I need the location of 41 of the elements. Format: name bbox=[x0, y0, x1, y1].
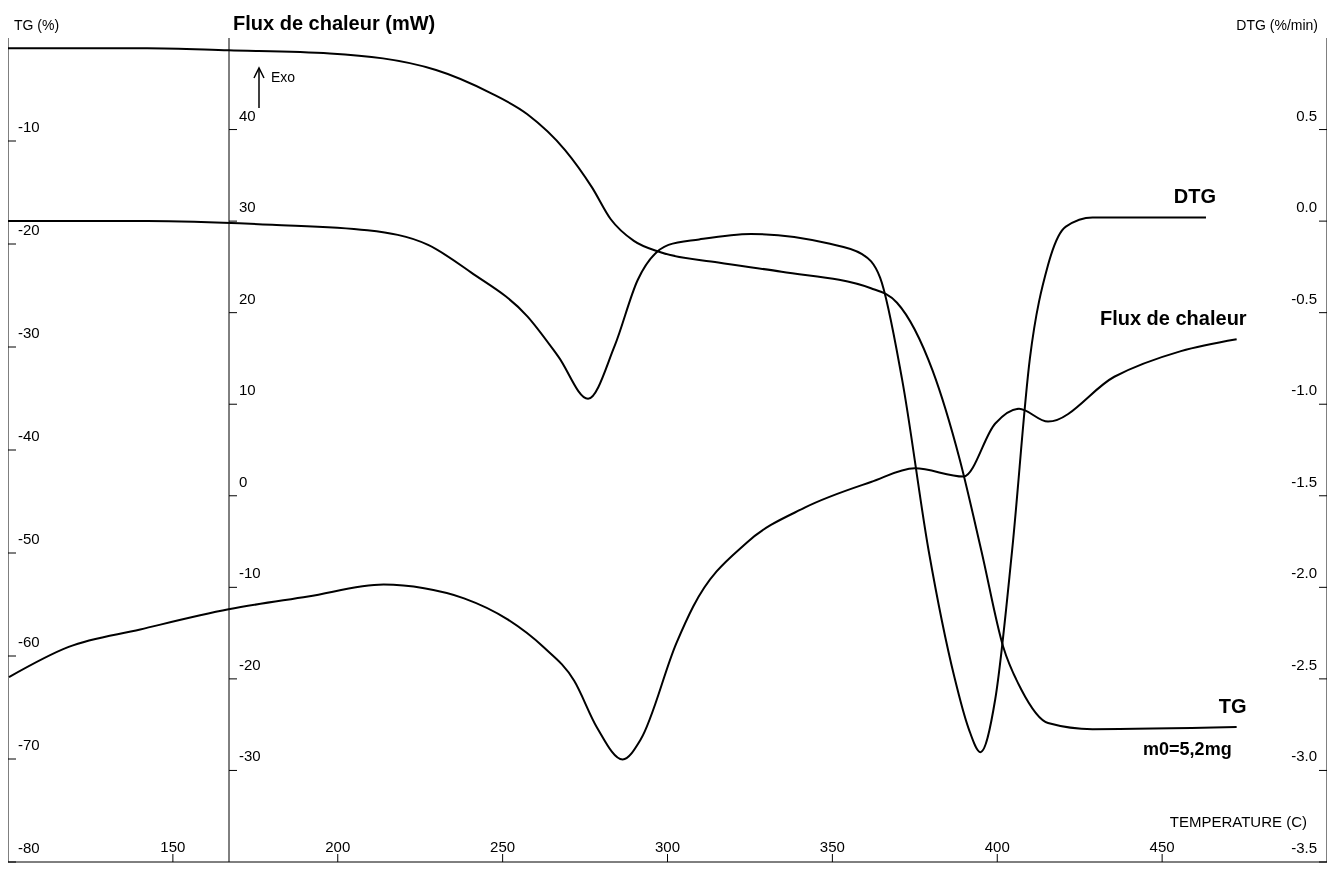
y-tick-label: -70 bbox=[18, 735, 40, 753]
y-tick-label: -10 bbox=[18, 117, 40, 135]
y-tick-label: -20 bbox=[18, 220, 40, 238]
y2-axis-title: DTG (%/min) bbox=[1236, 17, 1318, 33]
x-tick-label: 150 bbox=[160, 838, 186, 855]
y3-tick-label: 40 bbox=[239, 106, 256, 124]
y2-tick-label: -1.5 bbox=[1291, 472, 1317, 490]
x-tick-label: 400 bbox=[984, 838, 1010, 855]
series-label: Flux de chaleur bbox=[1099, 307, 1247, 330]
x-tick-label: 450 bbox=[1149, 838, 1175, 855]
x-tick-label: 250 bbox=[490, 838, 516, 855]
y3-tick-label: 30 bbox=[239, 198, 256, 216]
y2-tick-label: -2.0 bbox=[1291, 564, 1317, 582]
y2-tick-label: 0.0 bbox=[1296, 198, 1317, 216]
y-tick-label: -30 bbox=[18, 323, 40, 341]
y-tick-label: -80 bbox=[18, 838, 40, 856]
x-tick-label: 300 bbox=[654, 838, 681, 855]
y3-axis-title: Flux de chaleur (mW) bbox=[233, 12, 436, 34]
y-tick-label: -60 bbox=[18, 632, 40, 650]
y-tick-label: -40 bbox=[18, 426, 40, 444]
y-tick-label: -50 bbox=[18, 529, 40, 547]
x-tick-label: 200 bbox=[325, 838, 351, 855]
annotation: m0=5,2mg bbox=[1143, 739, 1232, 760]
y3-tick-label: -10 bbox=[239, 564, 261, 582]
y-axis-title: TG (%) bbox=[14, 17, 60, 33]
y3-tick-label: 20 bbox=[239, 289, 256, 307]
series-label: TG bbox=[1218, 695, 1247, 718]
y2-tick-label: -2.5 bbox=[1291, 655, 1317, 673]
y2-tick-label: -3.5 bbox=[1291, 838, 1317, 856]
y3-tick-label: -20 bbox=[239, 655, 261, 673]
x-axis-title: TEMPERATURE (C) bbox=[1169, 813, 1307, 830]
y2-tick-label: -1.0 bbox=[1291, 381, 1317, 399]
series-label: DTG bbox=[1173, 185, 1216, 208]
y3-tick-label: 0 bbox=[239, 472, 248, 490]
y2-tick-label: -3.0 bbox=[1291, 747, 1317, 765]
x-tick-label: 350 bbox=[819, 838, 845, 855]
annotation: Exo bbox=[271, 69, 296, 85]
y3-tick-label: 10 bbox=[239, 381, 256, 399]
y3-tick-label: -30 bbox=[239, 747, 261, 765]
y2-tick-label: -0.5 bbox=[1291, 289, 1317, 307]
y2-tick-label: 0.5 bbox=[1296, 106, 1317, 124]
